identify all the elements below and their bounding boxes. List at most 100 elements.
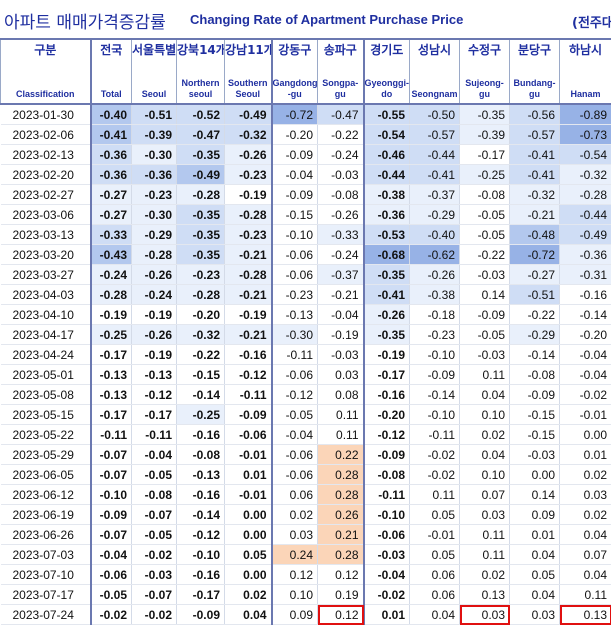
table-cell: -0.40: [410, 225, 460, 245]
table-cell: 0.03: [318, 365, 364, 385]
column-header-korean: 강남11개: [225, 40, 271, 57]
table-cell: -0.33: [318, 225, 364, 245]
table-cell: -0.11: [272, 345, 318, 365]
table-cell: -0.28: [177, 285, 225, 305]
table-row: 2023-02-27-0.27-0.23-0.28-0.19-0.09-0.08…: [1, 185, 611, 205]
table-cell: 0.11: [560, 585, 611, 605]
table-cell: -0.39: [460, 125, 510, 145]
table-cell: 0.00: [225, 505, 272, 525]
table-cell: -0.23: [225, 225, 272, 245]
table-cell: -0.24: [132, 285, 177, 305]
table-cell: -0.02: [560, 385, 611, 405]
table-cell: -0.57: [510, 125, 560, 145]
table-cell: -0.01: [225, 485, 272, 505]
row-date: 2023-05-01: [1, 365, 91, 385]
table-row: 2023-04-17-0.25-0.26-0.32-0.21-0.30-0.19…: [1, 325, 611, 345]
table-cell: -0.28: [132, 245, 177, 265]
column-header-korean: 강동구: [273, 40, 318, 57]
table-cell: -0.02: [410, 445, 460, 465]
table-cell: -0.04: [318, 305, 364, 325]
table-cell: -0.08: [132, 485, 177, 505]
title-korean: 아파트 매매가격증감률: [4, 8, 166, 33]
table-cell: -0.33: [91, 225, 132, 245]
table-cell: -0.35: [177, 245, 225, 265]
table-row: 2023-04-03-0.28-0.24-0.28-0.21-0.23-0.21…: [1, 285, 611, 305]
table-cell: -0.19: [132, 345, 177, 365]
table-cell: -0.44: [410, 145, 460, 165]
table-cell: -0.26: [318, 205, 364, 225]
table-cell: -0.19: [225, 305, 272, 325]
table-cell: 0.05: [410, 545, 460, 565]
table-cell: -0.04: [560, 365, 611, 385]
table-cell: -0.27: [91, 205, 132, 225]
table-cell: 0.03: [560, 485, 611, 505]
table-cell: -0.12: [364, 425, 410, 445]
table-cell: -0.35: [364, 265, 410, 285]
table-cell: -0.21: [225, 245, 272, 265]
table-cell: -0.36: [560, 245, 611, 265]
table-cell: -0.14: [177, 505, 225, 525]
table-cell: -0.03: [318, 165, 364, 185]
table-cell: -0.30: [132, 145, 177, 165]
table-cell: -0.09: [364, 445, 410, 465]
table-cell: -0.43: [91, 245, 132, 265]
table-cell: -0.22: [510, 305, 560, 325]
row-date: 2023-04-17: [1, 325, 91, 345]
table-cell: 0.02: [272, 505, 318, 525]
table-cell: -0.13: [177, 465, 225, 485]
table-cell: -0.08: [177, 445, 225, 465]
table-cell: 0.04: [560, 565, 611, 585]
table-cell: -0.10: [91, 485, 132, 505]
table-cell: -0.28: [91, 285, 132, 305]
table-cell: -0.03: [364, 545, 410, 565]
table-cell: 0.01: [225, 465, 272, 485]
table-cell: 0.02: [460, 565, 510, 585]
table-cell: -0.16: [364, 385, 410, 405]
table-cell: 0.01: [364, 605, 410, 625]
title-bar: 아파트 매매가격증감률 Changing Rate of Apartment P…: [0, 0, 611, 38]
table-cell: -0.03: [460, 265, 510, 285]
table-cell: -0.16: [225, 345, 272, 365]
table-cell: -0.26: [132, 325, 177, 345]
table-cell: -0.49: [225, 104, 272, 125]
table-cell: 0.22: [318, 445, 364, 465]
table-cell: -0.06: [272, 465, 318, 485]
table-cell: -0.10: [410, 345, 460, 365]
table-cell: 0.06: [272, 485, 318, 505]
table-cell: -0.24: [318, 145, 364, 165]
table-cell: -0.10: [410, 405, 460, 425]
table-cell: 0.02: [460, 425, 510, 445]
table-cell: -0.21: [318, 285, 364, 305]
column-header-korean: 송파구: [318, 40, 363, 57]
table-cell: -0.18: [410, 305, 460, 325]
table-cell: -0.21: [225, 285, 272, 305]
table-cell: 0.02: [560, 505, 611, 525]
table-cell: -0.32: [560, 165, 611, 185]
table-cell: 0.04: [510, 585, 560, 605]
row-date: 2023-04-24: [1, 345, 91, 365]
column-header-korean: 하남시: [560, 40, 611, 57]
table-cell: -0.09: [272, 145, 318, 165]
table-cell: -0.14: [560, 305, 611, 325]
table-cell: -0.03: [132, 565, 177, 585]
table-cell: -0.24: [318, 245, 364, 265]
column-header-english: Songpa-gu: [318, 78, 363, 100]
row-date: 2023-05-15: [1, 405, 91, 425]
table-cell: -0.02: [132, 545, 177, 565]
table-cell: -0.06: [225, 425, 272, 445]
table-cell: -0.06: [91, 565, 132, 585]
table-cell: 0.10: [460, 405, 510, 425]
table-cell: -0.26: [225, 145, 272, 165]
table-cell: -0.56: [510, 104, 560, 125]
table-cell: -0.17: [364, 365, 410, 385]
table-cell: -0.21: [225, 325, 272, 345]
table-cell: -0.05: [272, 405, 318, 425]
table-cell: -0.47: [318, 104, 364, 125]
